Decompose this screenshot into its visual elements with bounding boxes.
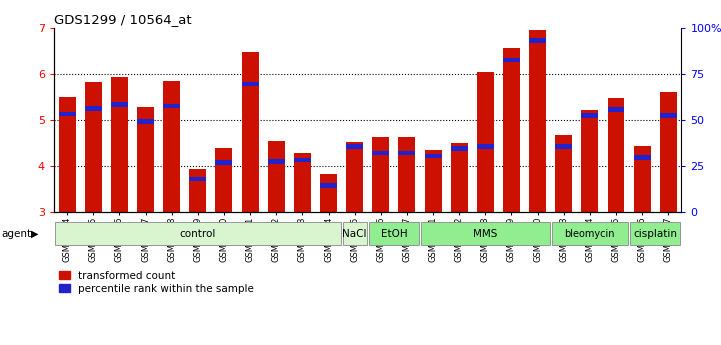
Bar <box>660 113 677 118</box>
Bar <box>85 106 102 111</box>
Bar <box>552 222 628 245</box>
Bar <box>634 155 650 160</box>
Bar <box>216 148 232 212</box>
Bar <box>346 144 363 149</box>
Bar <box>294 158 311 162</box>
Bar <box>342 222 367 245</box>
Bar <box>216 160 232 165</box>
Bar <box>660 92 677 212</box>
Bar <box>608 107 624 112</box>
Bar <box>190 169 206 212</box>
Bar <box>111 77 128 212</box>
Bar <box>451 143 468 212</box>
Bar <box>608 98 624 212</box>
Bar <box>137 119 154 124</box>
Bar <box>163 104 180 108</box>
Bar <box>320 183 337 188</box>
Bar <box>320 174 337 212</box>
Bar <box>294 153 311 212</box>
Text: agent: agent <box>1 229 32 238</box>
Bar <box>267 159 285 164</box>
Bar <box>346 142 363 212</box>
Bar <box>555 135 572 212</box>
Text: cisplatin: cisplatin <box>633 229 677 239</box>
Bar <box>477 72 494 212</box>
Bar <box>555 144 572 149</box>
Bar <box>58 97 76 212</box>
Text: ▶: ▶ <box>31 229 38 238</box>
Bar <box>58 111 76 116</box>
Bar <box>630 222 681 245</box>
Text: EtOH: EtOH <box>381 229 407 239</box>
Text: GDS1299 / 10564_at: GDS1299 / 10564_at <box>54 13 192 27</box>
Text: MMS: MMS <box>473 229 497 239</box>
Bar <box>242 52 259 212</box>
Bar <box>399 137 415 212</box>
Bar <box>503 58 520 62</box>
Bar <box>581 110 598 212</box>
Bar <box>242 81 259 86</box>
Bar <box>372 151 389 155</box>
Bar <box>451 146 468 151</box>
Bar <box>85 82 102 212</box>
Bar <box>267 141 285 212</box>
Bar <box>503 48 520 212</box>
Text: control: control <box>180 229 216 239</box>
Bar <box>477 144 494 149</box>
Bar <box>55 222 340 245</box>
Bar <box>425 154 441 158</box>
Bar <box>529 30 546 212</box>
Text: NaCl: NaCl <box>342 229 367 239</box>
Legend: transformed count, percentile rank within the sample: transformed count, percentile rank withi… <box>59 271 254 294</box>
Bar <box>163 81 180 212</box>
Bar <box>399 151 415 155</box>
Bar <box>368 222 419 245</box>
Bar <box>421 222 549 245</box>
Bar <box>372 137 389 212</box>
Bar <box>529 38 546 43</box>
Text: bleomycin: bleomycin <box>565 229 615 239</box>
Bar <box>137 107 154 212</box>
Bar <box>190 177 206 181</box>
Bar <box>111 102 128 107</box>
Bar <box>425 150 441 212</box>
Bar <box>634 146 650 212</box>
Bar <box>581 113 598 118</box>
